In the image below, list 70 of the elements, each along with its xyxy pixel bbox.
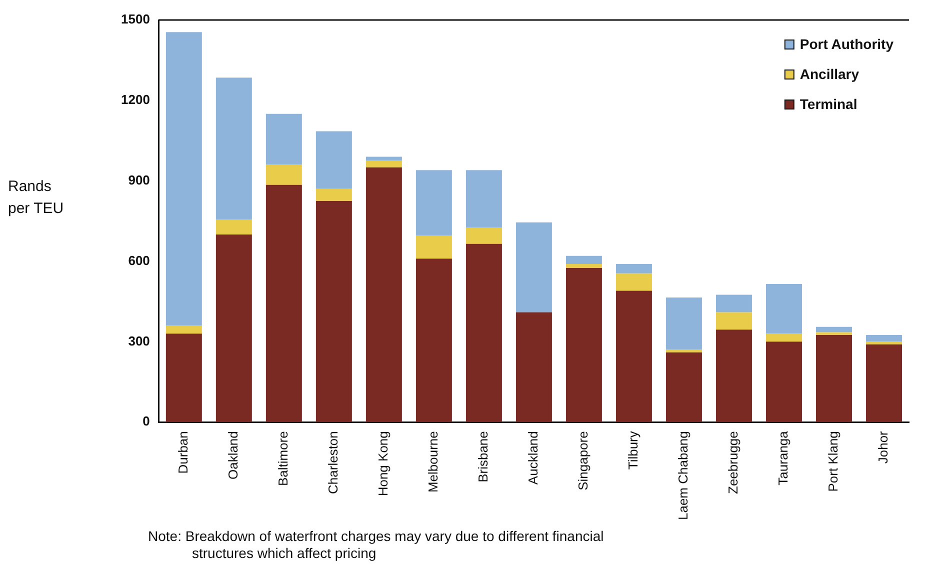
x-tick-label: Tilbury [626, 430, 641, 470]
legend-label: Port Authority [800, 36, 894, 52]
bar [766, 334, 802, 342]
bar [666, 350, 702, 352]
bar [316, 131, 352, 189]
x-tick-label: Laem Chabang [676, 431, 691, 520]
x-tick-label: Johor [876, 430, 891, 464]
bar [716, 312, 752, 330]
x-tick-label: Tauranga [776, 430, 791, 486]
x-tick-label: Baltimore [276, 431, 291, 486]
bar [616, 273, 652, 291]
bar [216, 78, 252, 220]
bar [366, 156, 402, 161]
bar [266, 164, 302, 185]
bar [616, 264, 652, 274]
x-tick-label: Hong Kong [376, 431, 391, 496]
y-tick-label: 0 [142, 414, 150, 429]
bar [666, 352, 702, 422]
x-tick-label: Charleston [326, 431, 341, 494]
bar [866, 342, 902, 344]
y-tick-label: 1200 [121, 92, 150, 107]
x-tick-label: Durban [176, 431, 190, 474]
legend-label: Ancillary [800, 66, 860, 82]
bar [766, 342, 802, 422]
y-tick-label: 900 [128, 172, 150, 188]
bar [766, 284, 802, 334]
bar [166, 326, 202, 334]
bar [366, 167, 402, 422]
bar [266, 114, 302, 165]
bar [416, 170, 452, 236]
legend-label: Terminal [800, 96, 858, 112]
bar [566, 268, 602, 422]
x-tick-label: Brisbane [476, 431, 491, 482]
bar [316, 188, 352, 201]
bar [466, 244, 502, 422]
y-axis-title: Rands per TEU [8, 177, 65, 219]
bar [316, 200, 352, 422]
bar [266, 184, 302, 422]
x-tick-label: Singapore [576, 431, 591, 490]
bar [566, 264, 602, 268]
bar [616, 290, 652, 422]
bar [816, 334, 852, 422]
y-tick-label: 300 [128, 333, 150, 348]
x-tick-label: Melbourne [426, 431, 441, 493]
x-tick-label: Port Klang [826, 431, 841, 492]
bar [866, 334, 902, 342]
bar [716, 330, 752, 422]
bar [716, 294, 752, 312]
bar [516, 312, 552, 422]
bar [166, 32, 202, 326]
bar [666, 297, 702, 350]
x-tick-label: Auckland [526, 431, 541, 485]
bar [566, 256, 602, 264]
bar [416, 236, 452, 259]
bar [216, 220, 252, 234]
y-tick-label: 600 [128, 252, 150, 268]
bar [216, 234, 252, 422]
bar [166, 334, 202, 422]
x-tick-label: Zeebrugge [726, 431, 741, 494]
bar [416, 258, 452, 422]
bar [466, 170, 502, 228]
text: Note: Breakdown of waterfront charges may vary due to different financial structures which affect pricing [148, 528, 605, 562]
bar [466, 228, 502, 244]
bar [866, 344, 902, 422]
bar [816, 326, 852, 332]
x-tick-label: Oakland [226, 431, 241, 480]
bar [516, 222, 552, 312]
bar [366, 160, 402, 168]
y-tick-label: 1500 [121, 12, 150, 27]
bar [816, 332, 852, 335]
